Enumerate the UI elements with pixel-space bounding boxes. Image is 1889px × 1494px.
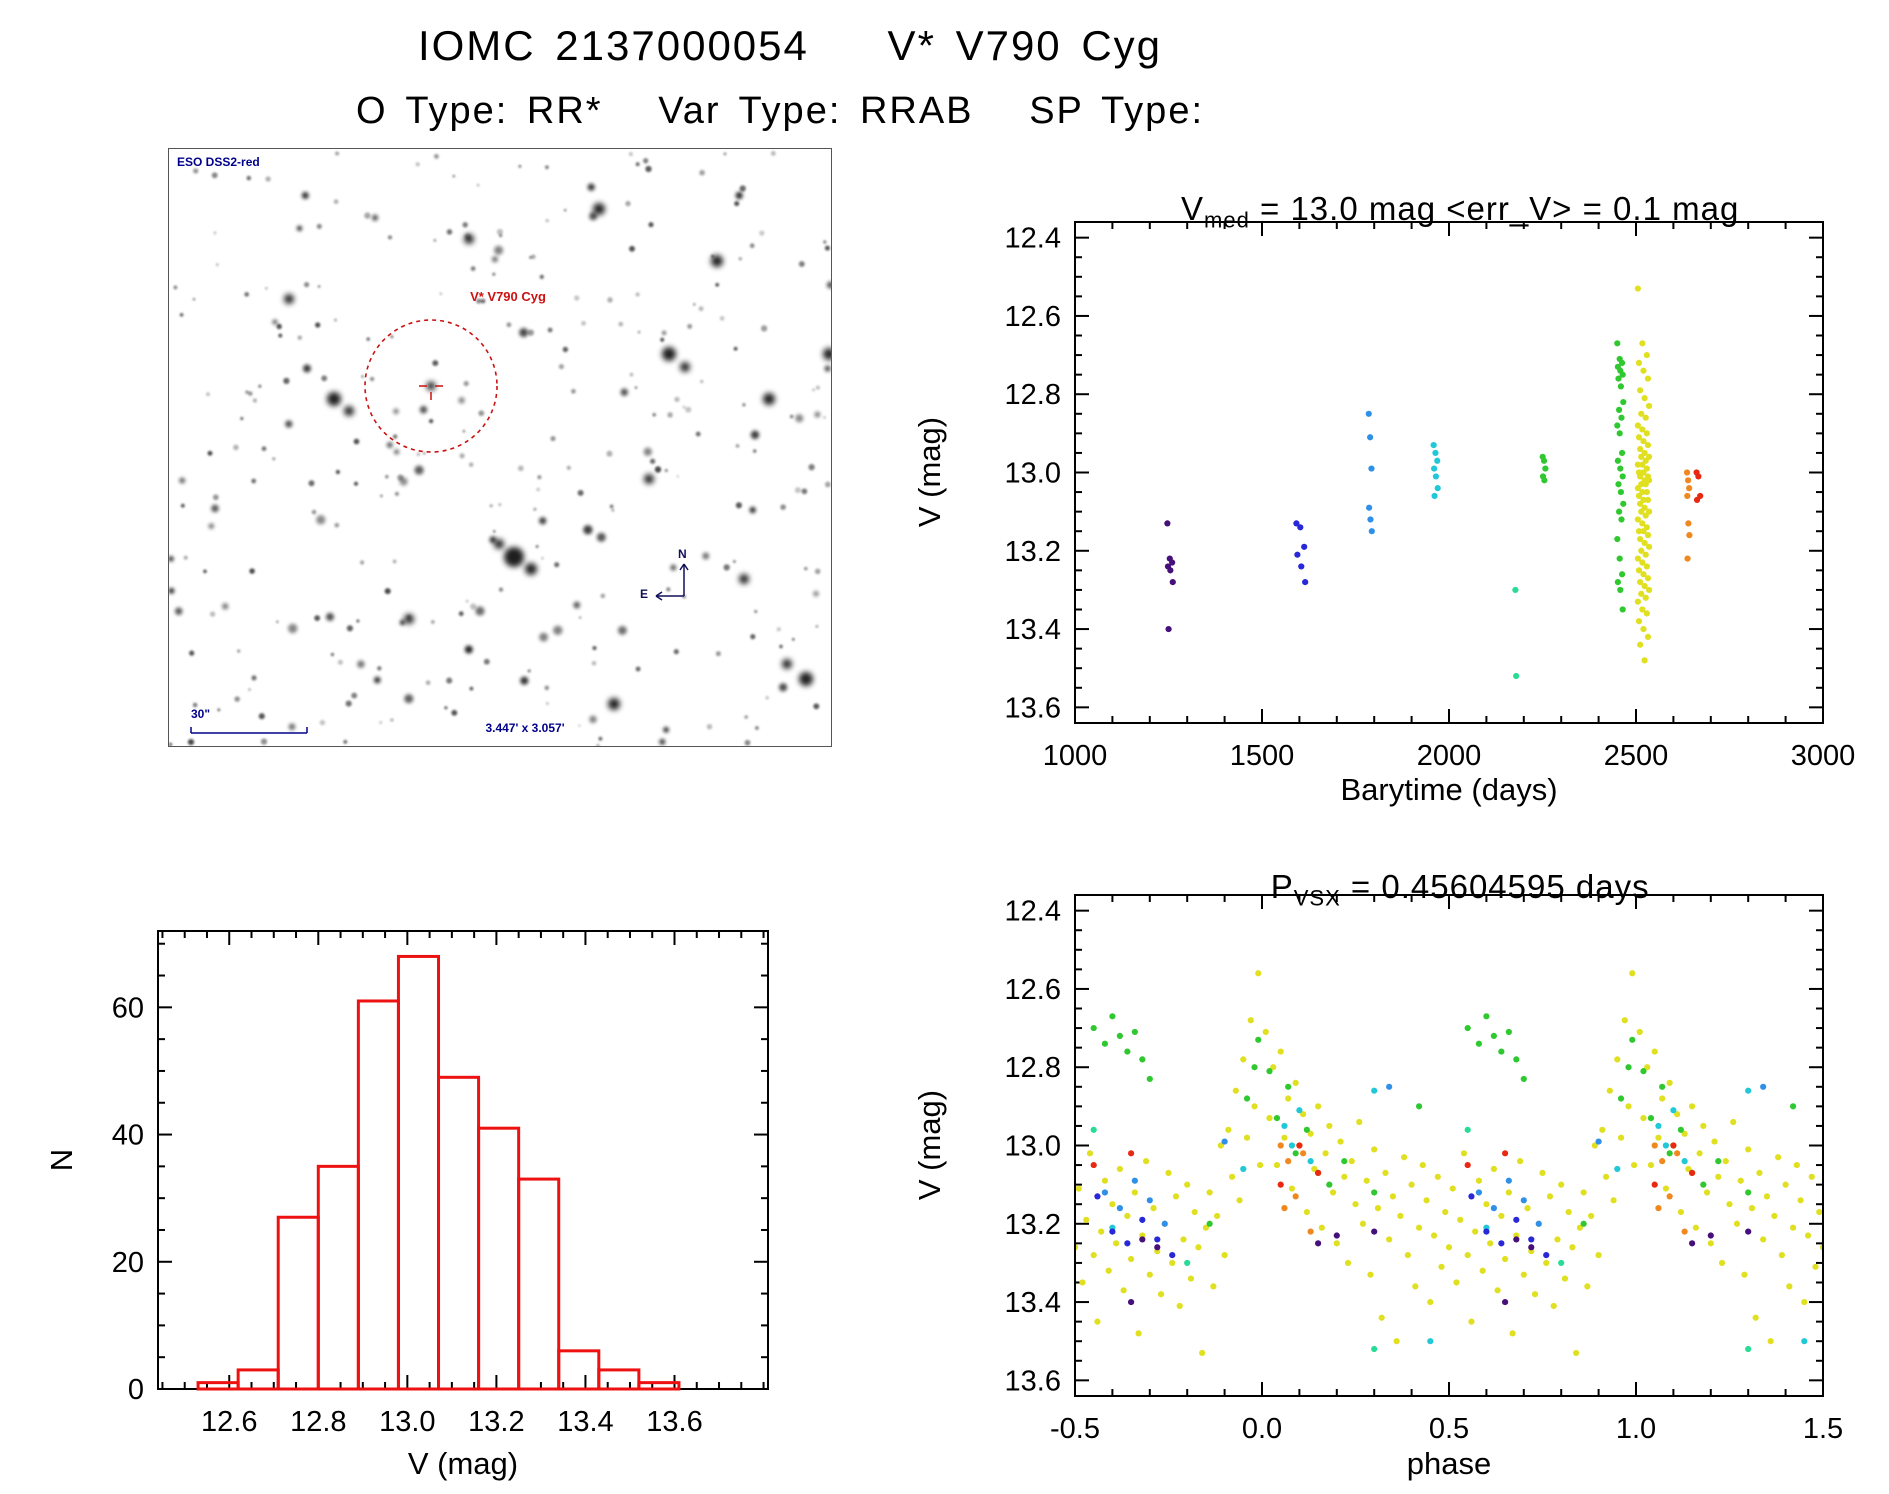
svg-text:12.8: 12.8 (1005, 379, 1061, 411)
svg-text:13.2: 13.2 (1005, 1209, 1061, 1241)
svg-text:60: 60 (112, 992, 144, 1024)
histogram-xlabel: V (mag) (407, 1446, 519, 1481)
page-title: IOMC 2137000054 V* V790 Cyg (417, 22, 1163, 69)
svg-text:1.0: 1.0 (1616, 1413, 1656, 1445)
svg-text:3000: 3000 (1791, 740, 1856, 772)
starfield-image (169, 150, 831, 746)
page-subtitle: O Type: RR* Var Type: RRAB SP Type: (355, 90, 1205, 132)
svg-text:12.6: 12.6 (1005, 301, 1061, 333)
svg-text:13.0: 13.0 (1005, 458, 1061, 490)
fov-label: 3.447' x 3.057' (485, 721, 565, 735)
svg-text:13.2: 13.2 (1005, 536, 1061, 568)
svg-text:12.6: 12.6 (201, 1406, 257, 1438)
svg-text:13.0: 13.0 (379, 1406, 435, 1438)
svg-text:2000: 2000 (1417, 740, 1482, 772)
svg-text:40: 40 (112, 1120, 144, 1152)
svg-text:13.0: 13.0 (1005, 1131, 1061, 1163)
scale-bar (190, 727, 308, 734)
time-series-title: Vmed = 13.0 mag <err_V> = 0.1 mag (1000, 152, 1889, 234)
finder-chart-image: ESO DSS2-red V* V790 Cyg 30" 3.447' x 3.… (168, 148, 832, 747)
svg-text:-0.5: -0.5 (1050, 1413, 1100, 1445)
svg-text:12.6: 12.6 (1005, 974, 1061, 1006)
svg-text:13.6: 13.6 (1005, 1365, 1061, 1397)
target-circle-marker (364, 319, 498, 453)
finder-survey-label: ESO DSS2-red (177, 155, 260, 169)
svg-text:2500: 2500 (1604, 740, 1669, 772)
svg-text:13.4: 13.4 (1005, 1287, 1061, 1319)
vmed-symbol: V (1181, 190, 1205, 227)
svg-text:1.5: 1.5 (1803, 1413, 1843, 1445)
phase-plot-xlabel: phase (1406, 1446, 1492, 1481)
svg-text:13.6: 13.6 (1005, 692, 1061, 724)
vmed-value-text: = 13.0 mag <err_V> = 0.1 mag (1249, 190, 1740, 227)
finder-target-label: V* V790 Cyg (470, 289, 546, 304)
time_series-canvas: 1000 1500 2000 2500 3000 12.4 12.6 12.8 13.0 13.2… (1005, 221, 1856, 772)
magnitude_histogram-canvas: 12.6 12.8 13.0 13.2 13.4 13.6 0 20 40 60 (112, 930, 769, 1438)
compass (655, 563, 689, 601)
svg-text:13.4: 13.4 (1005, 614, 1061, 646)
svg-text:12.4: 12.4 (1005, 223, 1061, 255)
svg-text:13.2: 13.2 (468, 1406, 524, 1438)
phase_folded-canvas: -0.5 0.0 0.5 1.0 1.5 12.4 12.6 12.8 13.0 13.2 13.4… (1005, 894, 1843, 1445)
vmed-subscript: med (1204, 207, 1250, 233)
svg-text:20: 20 (112, 1247, 144, 1279)
svg-text:12.8: 12.8 (1005, 1052, 1061, 1084)
svg-text:0.0: 0.0 (1242, 1413, 1282, 1445)
phase-plot-ylabel: V (mag) (912, 1089, 947, 1201)
svg-text:13.6: 13.6 (646, 1406, 702, 1438)
svg-text:12.8: 12.8 (290, 1406, 346, 1438)
time-series-ylabel: V (mag) (912, 416, 947, 528)
svg-text:0.5: 0.5 (1429, 1413, 1469, 1445)
svg-text:12.4: 12.4 (1005, 896, 1061, 928)
scale-label: 30" (191, 707, 211, 721)
svg-text:1000: 1000 (1043, 740, 1108, 772)
period-subscript: VSX (1293, 885, 1341, 911)
svg-text:1500: 1500 (1230, 740, 1295, 772)
time-series-xlabel: Barytime (days) (1340, 772, 1558, 807)
svg-text:0: 0 (128, 1374, 144, 1406)
svg-text:13.4: 13.4 (557, 1406, 613, 1438)
compass-east-label: E (640, 587, 649, 601)
compass-north-label: N (678, 547, 687, 561)
